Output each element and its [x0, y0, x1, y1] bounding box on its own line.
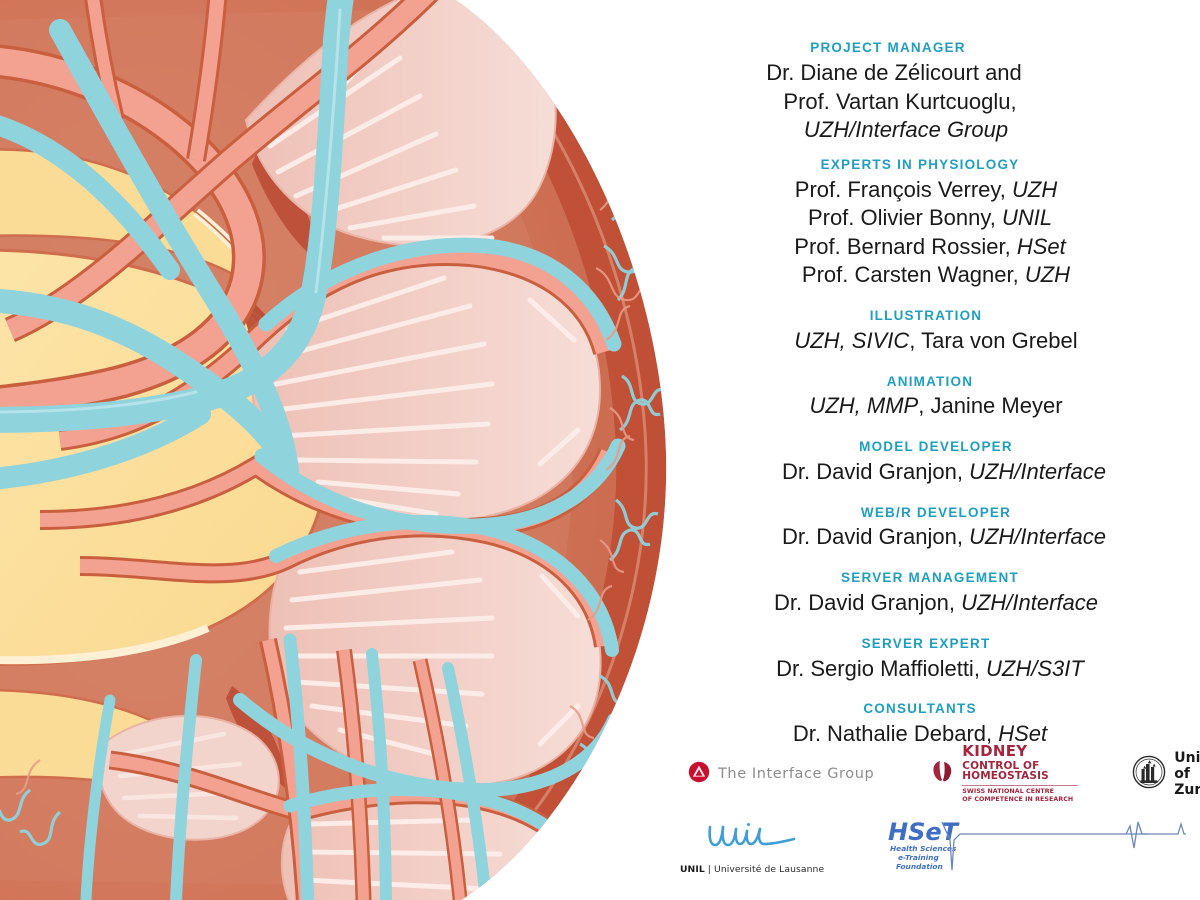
credit-role-label: SERVER EXPERT [861, 635, 991, 651]
credit-person-name: Prof. François Verrey, [794, 176, 1012, 202]
logo-row-bottom: UNIL | Université de Lausanne HSeT Healt… [660, 812, 1190, 882]
credit-person-name: Dr. David Granjon, [781, 524, 970, 550]
uzh-wordmark: University of ZurichUZH [1174, 750, 1200, 798]
logo-kidney-nccr[interactable]: KIDNEY CONTROL OF HOMEOSTASIS SWISS NATI… [930, 741, 1079, 805]
unil-script-wordmark-icon [704, 819, 800, 862]
credit-name: Prof. Bernard Rossier, HSet [690, 233, 1170, 262]
credit-name: Dr. Sergio Maffioletti, UZH/S3IT [690, 655, 1170, 684]
credit-block: SERVER EXPERT Dr. Sergio Maffioletti, UZH… [660, 634, 1140, 684]
credit-block: CONSULTANTS Dr. Nathalie Debard, HSet [660, 699, 1140, 749]
kidney-beans-icon [930, 758, 956, 791]
credit-name: Prof. François Verrey, UZH [686, 176, 1166, 205]
credit-name: Dr. Nathalie Debard, HSet [680, 720, 1160, 749]
credit-person-name: Dr. David Granjon, [781, 458, 970, 484]
credit-affiliation-italic: UZH/S3IT [986, 655, 1084, 681]
logo-row-top: The Interface Group KIDNEY CONTROL OF HO… [660, 741, 1200, 806]
nccr-line-2: OF COMPETENCE IN RESEARCH [962, 796, 1074, 803]
hset-wordmark-and-ecg-icon: HSeT Health Sciences e-Training Foundati… [888, 818, 1187, 871]
credit-name: Prof. Vartan Kurtcuoglu, [660, 88, 1140, 117]
divider [962, 784, 1079, 786]
credit-person-name: Dr. Diane de Zélicourt and [766, 59, 1022, 85]
credit-role-label: MODEL DEVELOPER [859, 439, 1013, 455]
credit-name: Dr. Diane de Zélicourt and [654, 59, 1134, 88]
credit-affiliation-italic: HSet [998, 721, 1048, 747]
credit-block: MODEL DEVELOPER Dr. David Granjon, UZH/In… [660, 437, 1140, 487]
interface-group-mark-icon [688, 761, 710, 788]
kidney-nccr-texts: KIDNEY CONTROL OF HOMEOSTASIS SWISS NATI… [962, 741, 1079, 805]
credits-list: PROJECT MANAGER Dr. Diane de Zélicourt an… [660, 38, 1140, 753]
credit-role-label: ILLUSTRATION [869, 308, 983, 323]
credit-block: WEB/R DEVELOPER Dr. David Granjon, UZH/In… [660, 503, 1140, 553]
interface-group-wordmark: The Interface Group [718, 766, 875, 782]
credit-name: Prof. Carsten Wagner, UZH [696, 261, 1176, 290]
credit-block: EXPERTS IN PHYSIOLOGY Prof. François Verr… [660, 155, 1140, 290]
svg-text:e-Training: e-Training [898, 853, 939, 862]
credit-affiliation-italic: UZH, SIVIC [794, 327, 910, 353]
credit-person-name: Prof. Olivier Bonny, [807, 205, 1002, 231]
svg-text:Health Sciences: Health Sciences [890, 844, 957, 853]
credit-affiliation-italic: UZH [1012, 176, 1058, 202]
logo-university-of-zurich[interactable]: University of ZurichUZH [1132, 750, 1200, 798]
credit-role-label: CONSULTANTS [863, 701, 977, 717]
credit-person-name: Dr. David Granjon, [773, 589, 962, 615]
credit-name: Dr. David Granjon, UZH/Interface [704, 458, 1184, 487]
credit-block: ANIMATION UZH, MMP, Janine Meyer [660, 372, 1140, 422]
kidney-nccr-fineprint: SWISS NATIONAL CENTRE OF COMPETENCE IN R… [962, 788, 1078, 805]
credit-affiliation-italic: HSet [1016, 233, 1066, 259]
credit-block: PROJECT MANAGER Dr. Diane de Zélicourt an… [660, 38, 1140, 145]
credit-block: SERVER MANAGEMENT Dr. David Granjon, UZH/… [660, 568, 1140, 618]
uzh-line-2: ZurichUZH [1174, 782, 1200, 799]
credit-block: ILLUSTRATION UZH, SIVIC, Tara von Grebel [660, 306, 1140, 356]
credit-role-label: SERVER MANAGEMENT [841, 570, 1019, 586]
credit-person-name: Dr. Sergio Maffioletti, [776, 655, 987, 681]
credit-person-name: Prof. Vartan Kurtcuoglu, [783, 88, 1017, 114]
credit-name: Dr. David Granjon, UZH/Interface [704, 523, 1184, 552]
svg-text:Foundation: Foundation [896, 862, 943, 871]
svg-text:HSeT: HSeT [888, 818, 960, 846]
credit-affiliation-italic: UZH/Interface [969, 524, 1106, 550]
kidney-nccr-subtitle: CONTROL OF HOMEOSTASIS [962, 759, 1049, 782]
credit-affiliation-italic: UZH, MMP [809, 393, 919, 419]
credit-affiliation-italic: UZH/Interface Group [803, 117, 1009, 143]
logo-unil[interactable]: UNIL | Université de Lausanne [680, 819, 824, 875]
credit-name: Dr. David Granjon, UZH/Interface [696, 589, 1176, 618]
credit-person-name: , Janine Meyer [918, 393, 1063, 419]
nccr-line-1: SWISS NATIONAL CENTRE [962, 787, 1055, 795]
credit-name: UZH, SIVIC, Tara von Grebel [696, 327, 1176, 356]
credit-name: UZH/Interface Group [666, 116, 1146, 145]
partner-logos: The Interface Group KIDNEY CONTROL OF HO… [660, 741, 1200, 882]
credit-affiliation-italic: UNIL [1001, 205, 1053, 231]
credit-role-label: EXPERTS IN PHYSIOLOGY [820, 156, 1020, 172]
credit-role-label: ANIMATION [886, 373, 974, 389]
logo-the-interface-group[interactable]: The Interface Group [688, 761, 874, 788]
credit-person-name: Prof. Carsten Wagner, [801, 262, 1025, 288]
kidney-cross-section-illustration [0, 0, 667, 900]
medulla-pyramid [251, 253, 602, 522]
credit-person-name: , Tara von Grebel [909, 327, 1078, 353]
credit-person-name: Dr. Nathalie Debard, [792, 721, 999, 747]
logo-hset[interactable]: HSeT Health Sciences e-Training Foundati… [886, 818, 1187, 876]
unil-tagline: UNIL | Université de Lausanne [680, 864, 825, 875]
kidney-nccr-title: KIDNEY [962, 741, 1028, 760]
credit-name: Prof. Olivier Bonny, UNIL [690, 204, 1170, 233]
uzh-line-1: University of [1174, 749, 1200, 782]
credit-affiliation-italic: UZH/Interface [961, 589, 1098, 615]
credit-person-name: Prof. Bernard Rossier, [794, 233, 1017, 259]
credit-affiliation-italic: UZH/Interface [969, 458, 1106, 484]
credit-role-label: WEB/R DEVELOPER [860, 504, 1012, 520]
credit-name: UZH, MMP, Janine Meyer [696, 392, 1176, 421]
uzh-seal-icon [1132, 755, 1166, 794]
credit-affiliation-italic: UZH [1024, 262, 1071, 288]
credit-role-label: PROJECT MANAGER [810, 40, 966, 55]
